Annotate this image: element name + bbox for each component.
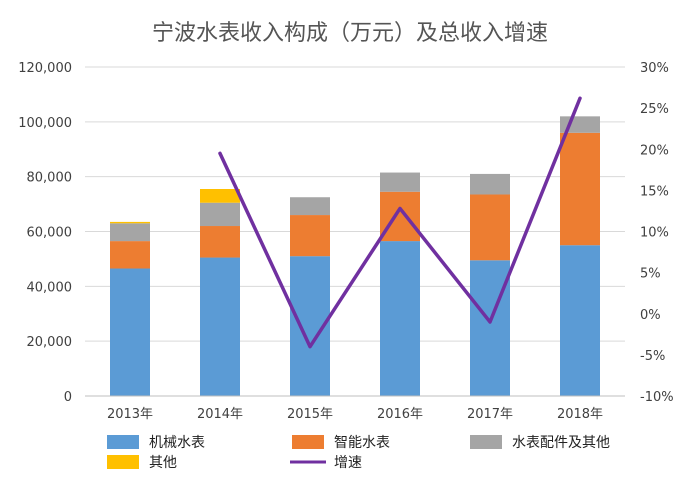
x-tick-label: 2017年 — [467, 407, 513, 422]
y-left-tick-label: 20,000 — [27, 335, 73, 350]
y-left-tick-label: 60,000 — [27, 226, 73, 241]
y-left-tick-label: 40,000 — [27, 280, 73, 295]
bar-segment — [470, 260, 510, 396]
bar-segment — [110, 241, 150, 269]
y-left-tick-label: 80,000 — [27, 171, 73, 186]
legend-swatch — [292, 435, 324, 449]
y-right-tick-label: 0% — [640, 308, 661, 323]
legend-label: 水表配件及其他 — [512, 435, 610, 451]
bar-segment — [110, 223, 150, 242]
bar-segment — [200, 189, 240, 203]
legend-swatch — [107, 455, 139, 469]
y-right-tick-label: 5% — [640, 267, 661, 282]
x-tick-label: 2016年 — [377, 407, 423, 422]
bar-segment — [110, 221, 150, 224]
legend-label: 其他 — [149, 455, 177, 471]
x-tick-label: 2018年 — [557, 407, 603, 422]
growth-point — [578, 96, 582, 100]
y-left-tick-label: 0 — [64, 390, 72, 405]
bars — [110, 116, 600, 396]
x-tick-label: 2013年 — [107, 407, 153, 422]
growth-point — [308, 345, 312, 349]
bar-segment — [470, 194, 510, 261]
axes: 0 20,000 40,000 60,000 80,000 100,000 120,000 -… — [18, 61, 673, 422]
y-left-tick-label: 120,000 — [18, 61, 72, 76]
x-tick-label: 2015年 — [287, 407, 333, 422]
y-right-tick-label: -5% — [640, 349, 665, 364]
bar-segment — [560, 245, 600, 396]
bar-segment — [200, 257, 240, 396]
bar-segment — [380, 172, 420, 192]
bar-segment — [200, 202, 240, 227]
legend-swatch — [470, 435, 502, 449]
y-right-tick-label: 30% — [640, 61, 669, 76]
legend-label: 机械水表 — [149, 435, 205, 451]
bar-segment — [290, 215, 330, 257]
bar-segment — [200, 226, 240, 258]
chart-title: 宁波水表收入构成（万元）及总收入增速 — [152, 21, 548, 46]
bar-segment — [110, 268, 150, 396]
growth-line — [218, 96, 582, 349]
y-left-tick-label: 100,000 — [18, 116, 72, 131]
y-right-tick-label: 10% — [640, 226, 669, 241]
legend-label: 智能水表 — [334, 435, 390, 451]
legend-swatch — [107, 435, 139, 449]
gridlines — [85, 66, 625, 397]
legend-label: 增速 — [334, 455, 362, 471]
growth-point — [398, 206, 402, 210]
bar-segment — [470, 173, 510, 195]
growth-point — [488, 320, 492, 324]
bar-segment — [380, 241, 420, 396]
bar-segment — [560, 132, 600, 246]
bar-segment — [380, 191, 420, 242]
growth-point — [218, 151, 222, 155]
y-right-tick-label: -10% — [640, 390, 674, 405]
y-right-tick-label: 25% — [640, 102, 669, 117]
y-right-tick-label: 15% — [640, 184, 669, 199]
x-tick-label: 2014年 — [197, 407, 243, 422]
bar-segment — [290, 197, 330, 216]
y-right-tick-label: 20% — [640, 143, 669, 158]
